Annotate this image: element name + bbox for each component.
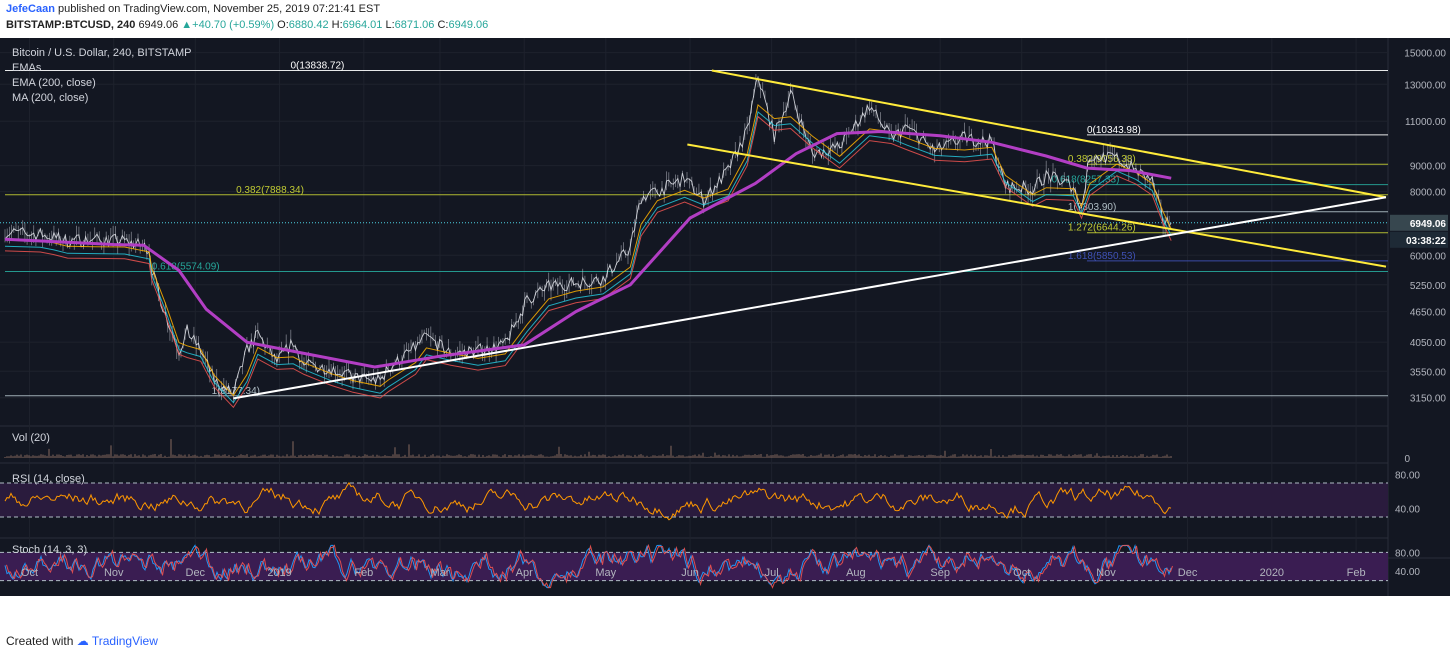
ema-short-line xyxy=(4,103,1172,397)
axes: Oct Nov Dec 2019 Feb Mar Apr May Jun Jul Aug Sep Oct… xyxy=(21,49,1448,579)
stoch-tick-label: 40.00 xyxy=(1395,567,1420,578)
time-tick-label: Jul xyxy=(765,567,779,579)
stoch-d-line xyxy=(6,543,1173,589)
price-tick-label: 3150.00 xyxy=(1410,394,1447,405)
time-tick-label: Apr xyxy=(516,567,533,579)
volume-tick-label: 0 xyxy=(1404,454,1410,465)
rsi-band xyxy=(0,483,1388,517)
price-tick-label: 5250.00 xyxy=(1410,281,1447,292)
fib-level-label: 1(7303.90) xyxy=(1068,202,1116,213)
rsi-tick-label: 80.00 xyxy=(1395,471,1420,482)
price-line xyxy=(4,76,1172,394)
rsi-pane-label: RSI (14, close) xyxy=(12,473,85,485)
ema-mid-line xyxy=(4,110,1172,404)
ohlc-open-value: 6880.42 xyxy=(288,19,329,31)
tradingview-chart[interactable]: 0(13838.72) 0(10343.98) 0.382(9056.38) 0.61… xyxy=(0,38,1450,596)
ohlc-low-value: 6871.06 xyxy=(394,19,435,31)
time-tick-label: Jun xyxy=(681,567,699,579)
rsi-line xyxy=(4,481,1172,521)
fib-level-label: 0.382(7888.34) xyxy=(236,185,304,196)
countdown-badge-text: 03:38:22 xyxy=(1406,236,1446,247)
volume-bars xyxy=(4,439,1172,458)
ohlc-high-value: 6964.01 xyxy=(342,19,383,31)
fib-level-label: 0.382(9056.38) xyxy=(1068,154,1136,165)
symbol-name: BITSTAMP:BTCUSD, 240 xyxy=(6,19,136,31)
stoch-k-line xyxy=(4,543,1172,589)
volume-pane-label: Vol (20) xyxy=(12,432,50,444)
time-tick-label: Oct xyxy=(1013,567,1030,579)
time-tick-label: Nov xyxy=(1096,567,1116,579)
legend-emas[interactable]: EMAs xyxy=(12,62,42,74)
trendline-upper-channel xyxy=(711,69,1387,199)
author-link[interactable]: JefeCaan xyxy=(6,3,55,15)
fib-level-label: 1.618(5850.53) xyxy=(1068,251,1136,262)
price-tick-label: 3550.00 xyxy=(1410,367,1447,378)
ema200-line xyxy=(4,129,1172,369)
symbol-header: BITSTAMP:BTCUSD, 240 6949.06 ▲+40.70 (+0… xyxy=(6,19,488,31)
legend-ema200[interactable]: EMA (200, close) xyxy=(12,77,96,89)
time-tick-label: Nov xyxy=(104,567,124,579)
time-tick-label: Oct xyxy=(21,567,38,579)
time-tick-label: 2019 xyxy=(267,567,291,579)
trendline-lower-channel xyxy=(687,143,1387,268)
publish-header: JefeCaan published on TradingView.com, N… xyxy=(6,3,380,15)
last-price: 6949.06 xyxy=(138,19,179,31)
tradingview-brand[interactable]: TradingView xyxy=(91,634,158,648)
created-with-text: Created with xyxy=(6,634,74,648)
price-tick-label: 4050.00 xyxy=(1410,338,1447,349)
fib-level-label: 0(13838.72) xyxy=(290,60,344,71)
last-price-badge xyxy=(1390,214,1448,231)
time-tick-label: Feb xyxy=(354,567,373,579)
price-tick-label: 4650.00 xyxy=(1410,308,1447,319)
fib-level-label: 0.618(5574.09) xyxy=(152,262,220,273)
time-tick-label: Dec xyxy=(186,567,206,579)
ohlc-close-key: C: xyxy=(437,19,449,31)
price-tick-label: 11000.00 xyxy=(1405,117,1446,128)
price-tick-label: 9000.00 xyxy=(1410,162,1447,173)
published-text: published on TradingView.com, November 2… xyxy=(57,3,381,15)
time-tick-label: 2020 xyxy=(1260,567,1284,579)
rsi-tick-label: 40.00 xyxy=(1395,505,1420,516)
price-axis-background xyxy=(1388,38,1450,596)
ohlc-high-key: H: xyxy=(331,19,343,31)
price-change: +40.70 (+0.59%) xyxy=(192,19,275,31)
price-tick-label: 6000.00 xyxy=(1410,251,1447,262)
chart-title: Bitcoin / U.S. Dollar, 240, BITSTAMP xyxy=(12,47,192,59)
stoch-tick-label: 80.00 xyxy=(1395,548,1420,559)
trendline-support xyxy=(233,196,1387,400)
ma-line xyxy=(4,115,1172,409)
ohlc-close-value: 6949.06 xyxy=(448,19,489,31)
price-tick-label: 13000.00 xyxy=(1404,80,1446,91)
trendlines xyxy=(233,69,1387,400)
last-price-badge-text: 6949.06 xyxy=(1410,219,1447,230)
time-tick-label: Feb xyxy=(1347,567,1366,579)
time-tick-label: Mar xyxy=(430,567,449,579)
tradingview-cloud-icon: ☁ xyxy=(76,634,89,648)
grid xyxy=(0,38,1388,558)
time-tick-label: Dec xyxy=(1178,567,1198,579)
price-series xyxy=(4,74,1172,409)
countdown-badge xyxy=(1390,231,1448,248)
ohlc-low-key: L: xyxy=(385,19,395,31)
legend-ma200[interactable]: MA (200, close) xyxy=(12,92,88,104)
price-tick-label: 8000.00 xyxy=(1410,188,1447,199)
fib-level-label: 1.272(6644.26) xyxy=(1068,223,1136,234)
up-triangle-icon: ▲ xyxy=(181,19,193,31)
indicator-panes xyxy=(0,439,1388,589)
stoch-pane-label: Stoch (14, 3, 3) xyxy=(12,544,87,556)
price-tick-label: 15000.00 xyxy=(1404,49,1446,60)
time-tick-label: May xyxy=(595,567,616,579)
footer: Created with ☁ TradingView xyxy=(6,634,158,648)
time-tick-label: Aug xyxy=(846,567,866,579)
ohlc-open-key: O: xyxy=(277,19,289,31)
fib-level-label: 0(10343.98) xyxy=(1087,125,1141,136)
time-tick-label: Sep xyxy=(930,567,950,579)
